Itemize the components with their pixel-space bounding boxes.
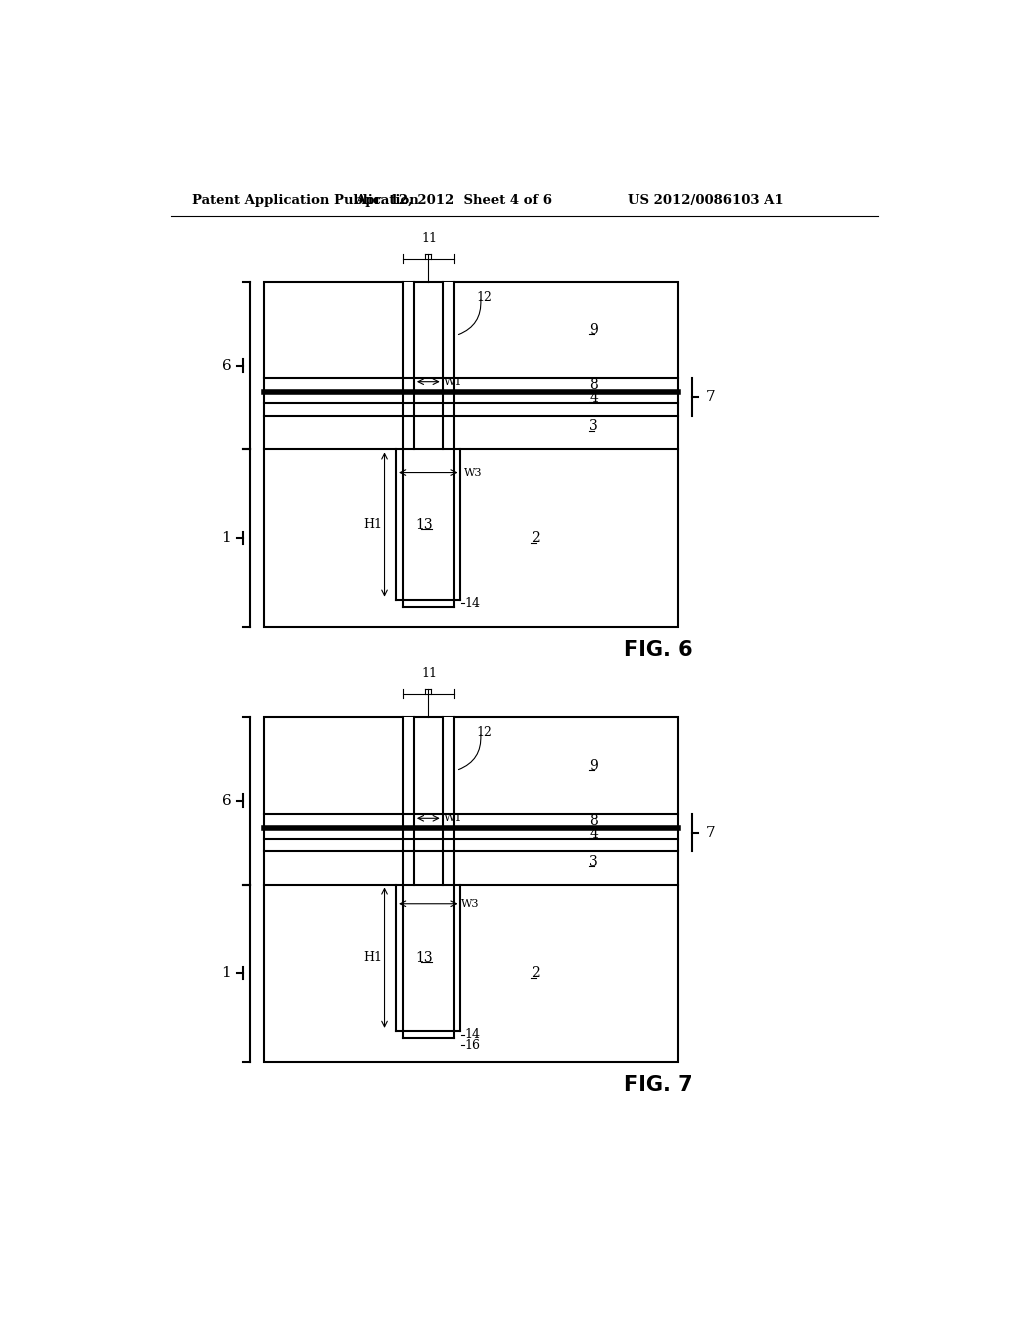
Bar xyxy=(263,717,678,1061)
Text: FIG. 6: FIG. 6 xyxy=(624,640,692,660)
Text: 8: 8 xyxy=(589,814,598,829)
Text: 9: 9 xyxy=(589,759,598,772)
Text: W3: W3 xyxy=(461,899,480,908)
Bar xyxy=(396,884,403,1038)
Bar xyxy=(396,1031,461,1038)
Text: H1: H1 xyxy=(364,517,382,531)
Text: 2: 2 xyxy=(531,966,540,979)
Bar xyxy=(442,717,454,884)
Text: 4: 4 xyxy=(589,391,598,405)
Text: 1: 1 xyxy=(221,531,231,545)
Bar xyxy=(396,450,403,607)
Bar xyxy=(396,599,461,607)
Text: 4: 4 xyxy=(589,826,598,841)
Text: 13: 13 xyxy=(416,517,433,532)
Text: 14: 14 xyxy=(464,1028,480,1041)
Text: 12: 12 xyxy=(477,290,493,304)
Text: 13: 13 xyxy=(416,950,433,965)
Text: 9: 9 xyxy=(589,322,598,337)
Text: 11: 11 xyxy=(422,667,438,680)
Text: W1: W1 xyxy=(444,376,463,387)
Text: 16: 16 xyxy=(464,1039,480,1052)
Text: 1: 1 xyxy=(221,966,231,979)
Text: 7: 7 xyxy=(707,826,716,840)
Text: 2: 2 xyxy=(531,531,540,545)
Text: Apr. 12, 2012  Sheet 4 of 6: Apr. 12, 2012 Sheet 4 of 6 xyxy=(355,194,552,207)
Text: 6: 6 xyxy=(221,793,231,808)
Bar xyxy=(442,281,454,449)
Bar xyxy=(454,450,461,607)
Bar xyxy=(403,717,414,884)
Text: US 2012/0086103 A1: US 2012/0086103 A1 xyxy=(628,194,783,207)
Bar xyxy=(403,281,414,449)
Text: FIG. 7: FIG. 7 xyxy=(624,1074,692,1094)
Text: 11: 11 xyxy=(422,231,438,244)
Text: 3: 3 xyxy=(589,420,598,433)
Text: 7: 7 xyxy=(707,391,716,404)
Bar xyxy=(454,884,461,1038)
Text: W3: W3 xyxy=(464,467,483,478)
Text: 14: 14 xyxy=(464,597,480,610)
Text: 6: 6 xyxy=(221,359,231,372)
Text: Patent Application Publication: Patent Application Publication xyxy=(191,194,418,207)
Text: 8: 8 xyxy=(589,378,598,392)
Text: W1: W1 xyxy=(444,813,463,824)
Text: 12: 12 xyxy=(477,726,493,739)
Text: H1: H1 xyxy=(364,952,382,964)
Bar xyxy=(263,281,678,627)
Text: 3: 3 xyxy=(589,855,598,869)
